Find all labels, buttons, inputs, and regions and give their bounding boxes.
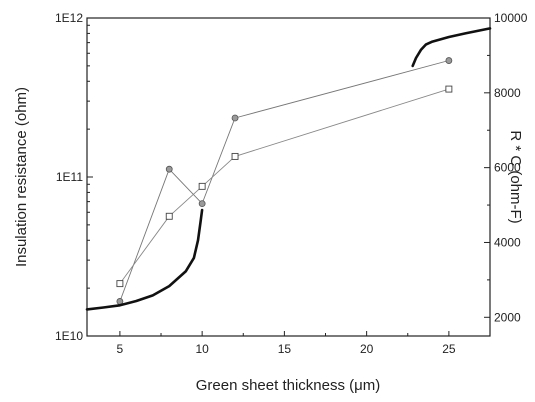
right-y-tick-label: 2000 xyxy=(494,310,521,324)
series-3-line xyxy=(411,27,492,68)
series-layer xyxy=(85,27,492,311)
left-y-tick-label: 1E12 xyxy=(55,11,83,25)
left-y-axis-title: Insulation resistance (ohm) xyxy=(13,87,30,267)
series-1-point xyxy=(198,182,206,190)
right-y-tick-label: 6000 xyxy=(494,161,521,175)
x-axis-title: Green sheet thickness (μm) xyxy=(196,377,381,394)
series-2-line xyxy=(85,208,204,311)
series-1-point xyxy=(231,152,239,160)
series-1-point xyxy=(165,212,173,220)
series-0-point xyxy=(231,114,239,122)
x-axis: 5 10 15 20 25 xyxy=(117,331,491,356)
x-tick-label: 25 xyxy=(442,342,456,356)
series-1-point xyxy=(116,280,124,288)
left-y-tick-label: 1E10 xyxy=(55,329,83,343)
x-tick-label: 5 xyxy=(117,342,124,356)
left-y-axis: 1E10 1E11 1E12 xyxy=(55,11,93,343)
series-0-point xyxy=(165,165,173,173)
series-1-point xyxy=(445,85,453,93)
right-y-tick-label: 4000 xyxy=(494,235,521,249)
right-y-tick-label: 10000 xyxy=(494,11,528,25)
x-tick-label: 20 xyxy=(360,342,374,356)
series-0-point xyxy=(445,57,453,64)
right-y-tick-label: 8000 xyxy=(494,86,521,100)
series-0-line xyxy=(119,60,450,302)
series-1-line xyxy=(119,88,450,285)
left-y-tick-label: 1E11 xyxy=(56,170,83,184)
right-y-axis: 2000 4000 6000 8000 10000 xyxy=(484,11,528,324)
x-tick-label: 15 xyxy=(278,342,292,356)
right-y-axis-title: R * C (ohm-F) xyxy=(507,130,524,223)
x-tick-label: 10 xyxy=(195,342,209,356)
series-0-point xyxy=(198,200,206,208)
